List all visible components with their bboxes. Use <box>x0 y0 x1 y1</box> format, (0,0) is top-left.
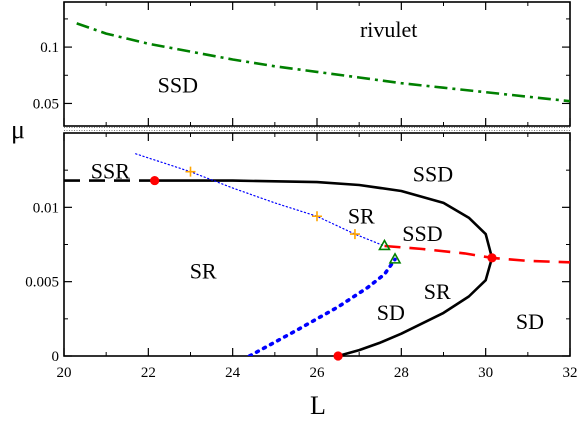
series-line-dotted-3 <box>135 153 386 247</box>
series-line-dashed-2 <box>384 244 570 264</box>
y-tick-label: 0 <box>52 349 60 365</box>
top-panel: 0.05 0.1 rivulet SSD <box>33 1 571 127</box>
y-tick-label: 0.05 <box>33 96 59 112</box>
y-tick-label: 0.01 <box>33 200 59 216</box>
marker-circle <box>333 351 343 361</box>
region-label: SR <box>348 203 375 228</box>
region-label: SSD <box>413 162 453 187</box>
region-label: SSD <box>158 72 198 97</box>
marker-triangle <box>388 252 402 264</box>
marker-plus <box>349 229 360 240</box>
marker-circle <box>487 253 497 263</box>
x-tick-label: 22 <box>141 365 156 381</box>
x-tick-label: 20 <box>57 365 72 381</box>
y-tick-label: 0.1 <box>40 40 59 56</box>
region-label: SR <box>424 279 451 304</box>
x-tick-label: 24 <box>225 365 241 381</box>
marker-plus <box>312 211 322 222</box>
x-axis-label: L <box>310 391 326 418</box>
region-label: SD <box>516 309 544 334</box>
x-tick-label: 28 <box>394 365 409 381</box>
bottom-plot-frame <box>63 132 571 357</box>
x-tick-label: 30 <box>478 365 493 381</box>
x-tick-label: 32 <box>563 365 578 381</box>
series-line-dotted-4 <box>247 257 397 356</box>
region-label: SD <box>377 300 405 325</box>
bottom-panel: 0 0.005 0.01 20 22 24 26 28 30 32 SSR SSD SR SSD SR SR S… <box>25 132 578 381</box>
region-label: SR <box>190 258 217 283</box>
region-label: SSR <box>91 159 130 184</box>
x-tick-label: 26 <box>310 365 326 381</box>
top-plot-frame <box>63 1 571 127</box>
series-line-dash-dot-0 <box>76 22 570 103</box>
marker-triangle <box>378 238 391 251</box>
top-series-group <box>76 22 570 103</box>
y-axis-label: μ <box>11 115 25 144</box>
marker-plus <box>185 166 196 177</box>
marker-circle <box>150 175 160 186</box>
region-label: SSD <box>402 221 442 246</box>
y-tick-label: 0.005 <box>25 275 59 291</box>
region-label: rivulet <box>360 17 417 42</box>
